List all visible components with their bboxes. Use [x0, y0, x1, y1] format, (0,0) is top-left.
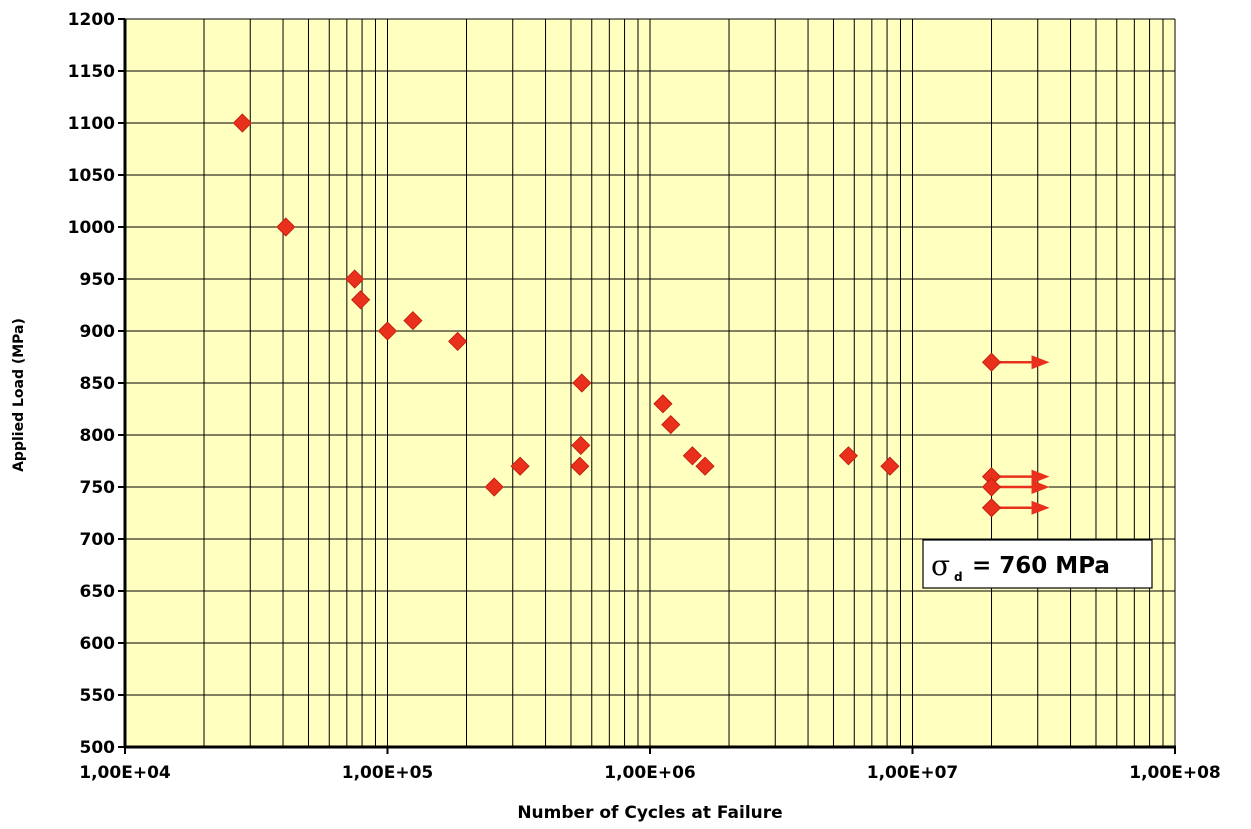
y-tick-label: 1150 — [68, 62, 115, 82]
y-tick-label: 650 — [80, 582, 116, 602]
data-point — [682, 446, 702, 466]
y-tick-label: 750 — [80, 478, 116, 498]
y-tick-label: 1000 — [68, 218, 115, 238]
x-tick-label: 1,00E+08 — [1129, 763, 1220, 783]
annotation-value: = 760 MPa — [964, 553, 1110, 579]
y-axis-label: Applied Load (MPa) — [11, 318, 27, 472]
data-point — [653, 394, 673, 414]
data-point — [345, 269, 365, 289]
data-point — [377, 321, 398, 341]
x-tick-label: 1,00E+07 — [867, 763, 958, 783]
y-tick-label: 700 — [80, 530, 116, 550]
data-point — [695, 456, 715, 476]
annotation-sigma: σ — [931, 549, 950, 582]
annotation-box: σ d = 760 MPa — [922, 539, 1153, 589]
y-tick-label: 950 — [80, 270, 116, 290]
runout-point — [981, 352, 1002, 372]
y-tick-label: 1050 — [68, 166, 115, 186]
data-point — [661, 415, 681, 435]
data-point — [448, 331, 468, 351]
data-point — [571, 435, 591, 455]
data-point — [570, 456, 590, 476]
x-axis-label: Number of Cycles at Failure — [517, 803, 782, 823]
x-tick-label: 1,00E+05 — [342, 763, 433, 783]
data-point — [403, 311, 423, 331]
runout-point — [981, 498, 1002, 518]
data-point — [880, 456, 900, 476]
y-tick-label: 550 — [80, 686, 116, 706]
data-point — [276, 217, 296, 237]
y-tick-label: 1200 — [68, 10, 115, 30]
runout-arrow-head — [1031, 355, 1050, 370]
data-point — [510, 456, 530, 476]
runout-arrow-head — [1031, 469, 1050, 484]
data-point — [232, 113, 252, 133]
annotation-subscript: d — [954, 570, 963, 584]
x-tick-label: 1,00E+06 — [604, 763, 695, 783]
runout-point — [981, 477, 1002, 497]
y-tick-label: 1100 — [68, 114, 115, 134]
data-point — [572, 373, 592, 393]
y-tick-label: 850 — [80, 374, 116, 394]
data-point — [351, 290, 371, 310]
data-point — [484, 477, 504, 497]
y-tick-label: 800 — [80, 426, 116, 446]
y-tick-label: 500 — [80, 738, 116, 758]
runout-arrow-head — [1031, 500, 1050, 515]
runout-arrow-head — [1031, 480, 1050, 494]
y-tick-label: 600 — [80, 634, 116, 654]
y-tick-label: 900 — [80, 322, 116, 342]
data-point — [838, 446, 858, 466]
x-tick-label: 1,00E+04 — [79, 763, 171, 783]
